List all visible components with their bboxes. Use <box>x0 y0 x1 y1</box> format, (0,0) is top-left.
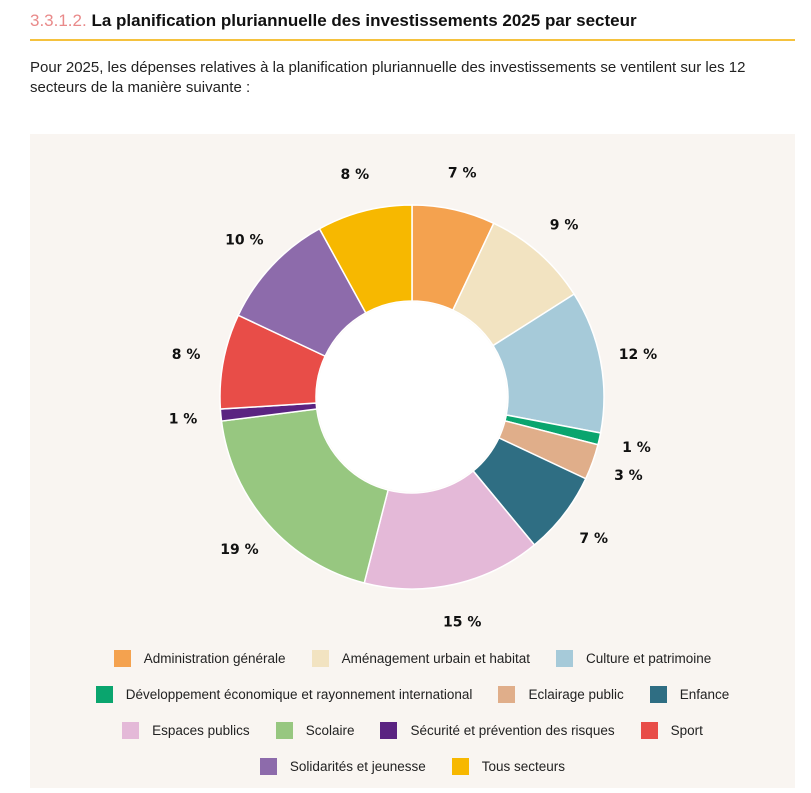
legend-label: Développement économique et rayonnement … <box>125 686 473 702</box>
legend-item-developpement-economique-et-rayonnement-international: Développement économique et rayonnement … <box>95 685 473 703</box>
section-heading: 3.3.1.2. La planification pluriannuelle … <box>30 10 795 41</box>
data-label-enfance: 7 % <box>579 531 608 547</box>
legend-item-enfance: Enfance <box>649 685 730 703</box>
legend-swatch <box>113 649 131 667</box>
data-label-solidarites-et-jeunesse: 10 % <box>225 233 263 249</box>
data-label-espaces-publics: 15 % <box>443 614 481 630</box>
legend-label: Espaces publics <box>152 722 250 738</box>
data-label-eclairage-public: 3 % <box>614 468 643 484</box>
legend-swatch <box>380 721 398 739</box>
legend-label: Administration générale <box>143 650 286 666</box>
legend-label: Tous secteurs <box>481 758 566 774</box>
legend-label: Culture et patrimoine <box>585 650 712 666</box>
legend-label: Sécurité et prévention des risques <box>410 722 615 738</box>
legend-item-tous-secteurs: Tous secteurs <box>451 757 566 775</box>
data-label-scolaire: 19 % <box>220 542 258 558</box>
intro-paragraph: Pour 2025, les dépenses relatives à la p… <box>30 59 746 96</box>
legend-item-eclairage-public: Eclairage public <box>498 685 624 703</box>
legend-swatch <box>640 721 658 739</box>
legend-swatch <box>259 757 277 775</box>
legend-item-amenagement-urbain-et-habitat: Aménagement urbain et habitat <box>311 649 530 667</box>
legend-label: Enfance <box>679 686 730 702</box>
section-title: La planification pluriannuelle des inves… <box>91 11 637 30</box>
legend-swatch <box>649 685 667 703</box>
legend-label: Scolaire <box>305 722 355 738</box>
legend-swatch <box>451 757 469 775</box>
legend-row: Administration générale Aménagement urbai… <box>30 640 795 676</box>
data-label-securite-et-prevention-des-risques: 1 % <box>169 412 198 428</box>
legend-swatch <box>95 685 113 703</box>
slice-scolaire <box>220 408 390 584</box>
legend-swatch <box>555 649 573 667</box>
legend-item-culture-et-patrimoine: Culture et patrimoine <box>555 649 712 667</box>
chart-panel: 7 % 9 % 12 % 1 % 3 % 7 % 15 % 19 % 1 % 8 % 10 % 8 %… <box>30 134 795 788</box>
donut-chart: 7 % 9 % 12 % 1 % 3 % 7 % 15 % 19 % 1 % 8 % 10 % 8 % <box>169 166 657 631</box>
legend-swatch <box>275 721 293 739</box>
legend-label: Solidarités et jeunesse <box>289 758 426 774</box>
slice-tous-secteurs <box>318 204 413 314</box>
chart-legend: Administration générale Aménagement urbai… <box>30 640 795 784</box>
data-label-administration-generale: 7 % <box>448 166 477 182</box>
legend-row: Solidarités et jeunesse Tous secteurs <box>30 748 795 784</box>
legend-swatch <box>122 721 140 739</box>
legend-swatch <box>311 649 329 667</box>
legend-row: Développement économique et rayonnement … <box>30 676 795 712</box>
data-label-culture-et-patrimoine: 12 % <box>619 347 657 363</box>
data-label-developpement-economique-et-rayonnement-international: 1 % <box>622 440 651 456</box>
legend-item-administration-generale: Administration générale <box>113 649 286 667</box>
legend-label: Sport <box>670 722 703 738</box>
section-number: 3.3.1.2. <box>30 11 87 30</box>
legend-item-espaces-publics: Espaces publics <box>122 721 250 739</box>
donut-hole <box>317 302 507 492</box>
data-label-amenagement-urbain-et-habitat: 9 % <box>550 217 579 233</box>
legend-label: Aménagement urbain et habitat <box>341 650 530 666</box>
legend-item-securite-et-prevention-des-risques: Sécurité et prévention des risques <box>380 721 615 739</box>
data-label-tous-secteurs: 8 % <box>340 167 369 183</box>
legend-item-scolaire: Scolaire <box>275 721 355 739</box>
legend-item-sport: Sport <box>640 721 703 739</box>
data-label-sport: 8 % <box>172 347 201 363</box>
legend-swatch <box>498 685 516 703</box>
legend-label: Eclairage public <box>528 686 624 702</box>
legend-item-solidarites-et-jeunesse: Solidarités et jeunesse <box>259 757 426 775</box>
legend-row: Espaces publics Scolaire Sécurité et préve… <box>30 712 795 748</box>
